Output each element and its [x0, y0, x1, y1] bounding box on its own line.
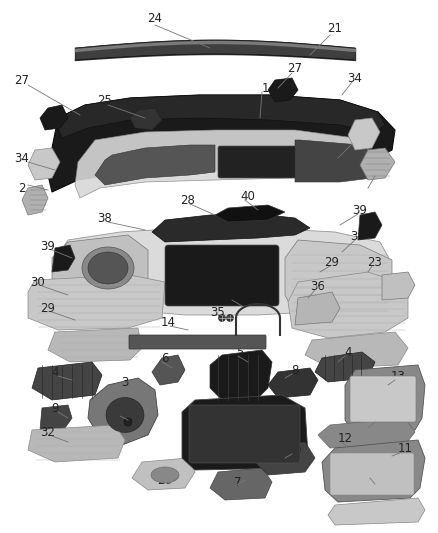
Polygon shape: [75, 130, 375, 198]
Text: 27: 27: [287, 61, 303, 75]
Polygon shape: [40, 405, 72, 430]
Text: 13: 13: [391, 369, 406, 383]
Circle shape: [124, 418, 132, 426]
Polygon shape: [328, 498, 425, 525]
Text: 4: 4: [344, 345, 352, 359]
Polygon shape: [40, 105, 68, 130]
Text: 10: 10: [288, 443, 302, 456]
Text: 30: 30: [31, 276, 46, 288]
Polygon shape: [28, 148, 60, 180]
Polygon shape: [268, 78, 298, 102]
Polygon shape: [295, 292, 340, 325]
Text: 15: 15: [371, 473, 385, 487]
Polygon shape: [315, 352, 375, 382]
Text: 2: 2: [376, 166, 384, 179]
Text: 36: 36: [311, 279, 325, 293]
Text: 31: 31: [110, 406, 125, 418]
Text: 29: 29: [40, 302, 56, 314]
Polygon shape: [345, 365, 425, 435]
FancyBboxPatch shape: [165, 245, 279, 306]
Polygon shape: [95, 145, 215, 185]
Circle shape: [226, 314, 233, 321]
Text: 35: 35: [211, 305, 226, 319]
Text: 40: 40: [240, 190, 255, 203]
Text: 5: 5: [237, 345, 244, 359]
Polygon shape: [152, 355, 185, 385]
Text: 2: 2: [18, 182, 26, 195]
Text: 37: 37: [226, 289, 241, 303]
Text: 34: 34: [14, 151, 29, 165]
Text: 14: 14: [160, 316, 176, 328]
Polygon shape: [288, 272, 408, 338]
Text: 39: 39: [41, 239, 56, 253]
FancyBboxPatch shape: [129, 335, 266, 349]
FancyBboxPatch shape: [218, 146, 302, 178]
Polygon shape: [360, 148, 395, 180]
Polygon shape: [215, 205, 285, 222]
Polygon shape: [152, 214, 310, 242]
Polygon shape: [255, 442, 315, 475]
Polygon shape: [305, 332, 408, 368]
Ellipse shape: [82, 247, 134, 289]
Text: 39: 39: [353, 204, 367, 216]
Text: 4: 4: [51, 366, 59, 378]
Text: 1: 1: [351, 133, 359, 147]
FancyBboxPatch shape: [330, 453, 414, 495]
Text: 1: 1: [261, 82, 269, 94]
Text: 9: 9: [51, 401, 59, 415]
Circle shape: [219, 314, 226, 321]
Polygon shape: [268, 368, 318, 398]
Polygon shape: [22, 185, 48, 215]
Text: 11: 11: [398, 441, 413, 455]
Text: 6: 6: [161, 351, 169, 365]
Ellipse shape: [151, 467, 179, 483]
Polygon shape: [28, 425, 125, 462]
Text: 27: 27: [14, 74, 29, 86]
Polygon shape: [88, 378, 158, 445]
FancyBboxPatch shape: [189, 405, 300, 463]
Text: 12: 12: [371, 411, 385, 424]
Text: 12: 12: [338, 432, 353, 445]
FancyBboxPatch shape: [350, 376, 416, 422]
Text: 28: 28: [180, 193, 195, 206]
Polygon shape: [52, 245, 75, 272]
Polygon shape: [58, 95, 385, 138]
Ellipse shape: [106, 398, 144, 432]
Polygon shape: [132, 458, 195, 490]
Ellipse shape: [88, 252, 128, 284]
Polygon shape: [58, 228, 390, 315]
Text: 26: 26: [158, 473, 173, 487]
Text: 23: 23: [367, 255, 382, 269]
Polygon shape: [358, 212, 382, 240]
Text: 8: 8: [291, 364, 299, 376]
Polygon shape: [48, 328, 142, 362]
Polygon shape: [322, 440, 425, 502]
Text: 34: 34: [348, 71, 362, 85]
Polygon shape: [318, 418, 415, 448]
Text: 30: 30: [351, 230, 365, 243]
Polygon shape: [210, 350, 272, 400]
Text: 32: 32: [41, 425, 56, 439]
Text: 29: 29: [325, 255, 339, 269]
Polygon shape: [130, 108, 162, 130]
Text: 25: 25: [98, 93, 113, 107]
Text: 21: 21: [328, 21, 343, 35]
Polygon shape: [210, 468, 272, 500]
Text: 24: 24: [148, 12, 162, 25]
Polygon shape: [28, 275, 165, 330]
Polygon shape: [295, 140, 380, 182]
Polygon shape: [382, 272, 415, 300]
Text: 38: 38: [98, 212, 113, 224]
Text: 3: 3: [121, 376, 129, 389]
Polygon shape: [285, 240, 392, 315]
Polygon shape: [182, 395, 308, 470]
Text: 7: 7: [234, 475, 242, 489]
Polygon shape: [348, 118, 380, 150]
Polygon shape: [48, 95, 395, 192]
Polygon shape: [52, 235, 148, 298]
Polygon shape: [32, 362, 102, 400]
